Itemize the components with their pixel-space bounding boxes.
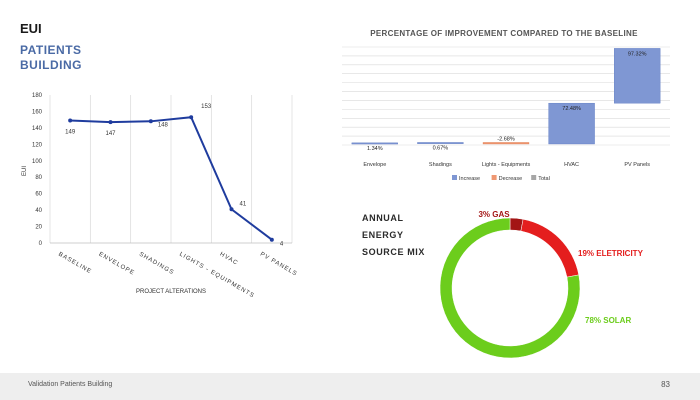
waterfall-category-shadings: Shadings <box>429 162 452 168</box>
eui-line-chart: 0 20 40 60 80 100 120 140 160 180 BASELINE ENVELOP… <box>22 93 298 300</box>
waterfall-value-shadings: 0.67% <box>433 146 449 152</box>
waterfall-value-lights-equipments: -2.68% <box>497 136 515 142</box>
energy-mix-label-line-2: ENERGY <box>362 230 404 240</box>
legend-label-decrease: Decrease <box>499 176 523 182</box>
donut-label-19-eletricity: 19% ELETRICITY <box>578 249 644 258</box>
eui-y-tick-label: 80 <box>35 175 42 181</box>
eui-y-tick-label: 180 <box>32 93 43 99</box>
waterfall-value-envelope: 1.34% <box>367 146 383 152</box>
waterfall-value-hvac: 72.48% <box>562 106 581 112</box>
donut-slice-19-eletricity <box>520 218 580 278</box>
legend-swatch-decrease <box>491 175 497 180</box>
waterfall-category-envelope: Envelope <box>363 162 386 168</box>
eui-y-tick-label: 120 <box>32 142 43 148</box>
eui-data-label-baseline: 149 <box>65 129 76 135</box>
eui-data-label-pv-panels: 4 <box>280 242 284 248</box>
eui-point-hvac <box>229 207 234 212</box>
eui-x-tick-pv-panels: PV PANELS <box>259 252 298 278</box>
eui-y-tick-label: 160 <box>32 109 43 115</box>
eui-data-label-shadings: 148 <box>158 122 169 128</box>
donut-slice-78-solar <box>439 217 581 359</box>
waterfall-category-hvac: HVAC <box>564 162 579 168</box>
legend-label-total: Total <box>538 176 550 182</box>
waterfall-bar-envelope <box>351 142 398 145</box>
eui-point-envelope <box>108 120 113 125</box>
eui-x-axis-label: PROJECT ALTERATIONS <box>136 289 206 295</box>
eui-data-label-lights-equipments: 153 <box>201 104 212 110</box>
eui-point-shadings <box>148 119 153 124</box>
improvement-waterfall-chart: PERCENTAGE OF IMPROVEMENT COMPARED TO TH… <box>342 29 670 182</box>
eui-series-line <box>70 116 273 241</box>
footer-title: Validation Patients Building <box>28 381 113 388</box>
slide-title: EUI <box>20 21 42 36</box>
eui-x-tick-hvac: HVAC <box>219 252 240 267</box>
eui-y-axis-label: EUI <box>22 166 28 176</box>
legend-swatch-increase <box>452 175 457 180</box>
eui-point-pv-panels <box>269 237 274 242</box>
eui-y-tick-label: 60 <box>35 192 42 198</box>
legend-swatch-total <box>531 175 537 180</box>
waterfall-category-lights-equipments: Lights - Equipments <box>482 162 531 168</box>
eui-y-tick-label: 100 <box>32 159 43 165</box>
eui-x-tick-shadings: SHADINGS <box>138 252 175 277</box>
energy-mix-label: ANNUAL ENERGY SOURCE MIX <box>362 210 425 261</box>
slide-subtitle: PATIENTS BUILDING <box>20 43 82 72</box>
donut-label-3-gas: 3% GAS <box>478 210 510 219</box>
energy-mix-label-line-1: ANNUAL <box>362 213 404 223</box>
eui-y-tick-label: 0 <box>39 241 43 247</box>
page-number: 83 <box>661 380 670 389</box>
eui-y-tick-label: 140 <box>32 126 43 132</box>
energy-source-donut-chart: 3% GAS 19% ELETRICITY 78% SOLAR <box>439 210 644 359</box>
donut-label-78-solar: 78% SOLAR <box>585 316 631 325</box>
footer-bar: Validation Patients Building 83 <box>0 373 700 400</box>
waterfall-bar-hvac <box>548 102 595 145</box>
eui-data-label-envelope: 147 <box>105 131 116 137</box>
eui-x-tick-baseline: BASELINE <box>57 252 92 276</box>
waterfall-bar-pv-panels <box>614 48 661 104</box>
waterfall-bar-shadings <box>417 142 464 144</box>
waterfall-bar-lights-equipments <box>482 142 530 145</box>
eui-point-baseline <box>68 118 73 123</box>
eui-data-label-hvac: 41 <box>240 201 247 207</box>
legend-label-increase: Increase <box>459 176 480 182</box>
eui-y-tick-label: 40 <box>35 208 42 214</box>
waterfall-category-pv-panels: PV Panels <box>624 162 650 168</box>
waterfall-value-pv-panels: 97.32% <box>628 51 647 57</box>
waterfall-title: PERCENTAGE OF IMPROVEMENT COMPARED TO TH… <box>370 29 638 38</box>
eui-y-tick-label: 20 <box>35 225 42 231</box>
eui-x-tick-envelope: ENVELOPE <box>98 252 136 277</box>
energy-mix-label-line-3: SOURCE MIX <box>362 247 426 257</box>
eui-point-lights-equipments <box>189 115 194 120</box>
